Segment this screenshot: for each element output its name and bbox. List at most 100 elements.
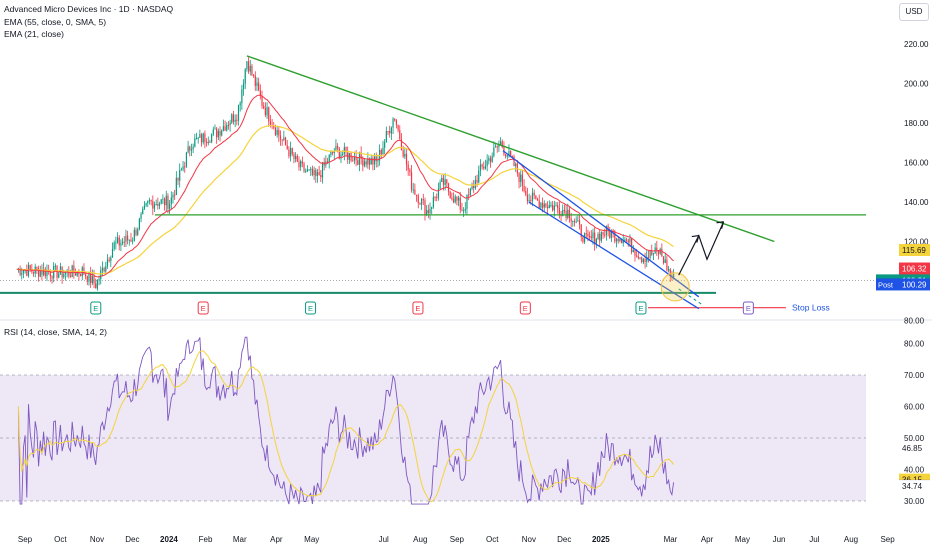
x-tick-label: Apr — [270, 535, 283, 544]
candle-body — [597, 233, 599, 240]
price-badge-tag-label: Post — [878, 280, 894, 289]
candle-body — [531, 192, 534, 201]
candle-body — [390, 127, 392, 134]
price-badge-value: 106.32 — [902, 265, 927, 274]
candle-body — [152, 201, 154, 209]
rsi-legend[interactable]: RSI (14, close, SMA, 14, 2) — [4, 327, 107, 337]
candle-body — [647, 256, 650, 258]
candle-body — [419, 203, 421, 205]
candle-body — [162, 198, 164, 200]
earnings-marker: E — [742, 301, 754, 315]
candle-body — [125, 235, 127, 242]
candle-body — [234, 119, 236, 122]
candle-body — [595, 239, 597, 244]
candle-body — [239, 103, 241, 106]
candle-body — [578, 220, 581, 225]
candle-body — [103, 268, 105, 272]
candle-body — [157, 203, 159, 206]
candle-body — [281, 139, 283, 141]
earnings-marker-box — [635, 301, 647, 315]
candle-body — [295, 155, 297, 159]
candle-body — [58, 273, 60, 278]
descending-trendline — [246, 55, 775, 243]
rsi-badge-value: 34.74 — [902, 482, 923, 491]
candle-body — [389, 131, 391, 134]
candle-body — [187, 146, 189, 153]
candle-body — [469, 188, 471, 195]
candle-body — [244, 69, 246, 84]
candle-body — [333, 151, 335, 154]
candle-body — [508, 151, 510, 156]
candle-body — [331, 151, 334, 154]
candle-body — [224, 126, 226, 131]
candle-body — [446, 179, 448, 184]
price-tick-label: 160.00 — [904, 159, 929, 168]
candle-body — [525, 190, 527, 195]
candle-body — [276, 130, 278, 135]
rsi-badge-value: 46.85 — [902, 444, 923, 453]
candle-body — [536, 198, 539, 201]
candle-body — [205, 141, 208, 144]
candle-body — [258, 82, 260, 91]
x-tick-label: Aug — [844, 535, 858, 544]
candle-body — [209, 141, 211, 143]
candle-body — [486, 160, 488, 167]
candle-body — [664, 259, 666, 264]
stop-loss-label: Stop Loss — [792, 303, 830, 313]
candle-body — [313, 169, 315, 175]
price-tick-label: 140.00 — [904, 198, 929, 207]
candle-body — [330, 151, 332, 155]
candle-body — [644, 259, 646, 262]
candles — [17, 57, 675, 291]
price-tick-label: 120.00 — [904, 238, 929, 247]
candle-body — [617, 238, 619, 242]
candle-body — [434, 197, 436, 199]
candle-body — [88, 271, 90, 282]
candle-body — [474, 180, 476, 189]
candle-body — [95, 283, 97, 289]
candle-body — [651, 250, 653, 255]
candle-body — [620, 238, 623, 244]
candle-body — [437, 188, 440, 198]
reversal-highlight-circle — [660, 272, 690, 302]
candle-body — [214, 128, 216, 130]
candle-body — [74, 272, 77, 276]
candle-body — [118, 237, 120, 246]
candle-body — [535, 195, 537, 199]
candle-body — [602, 232, 604, 235]
candle-body — [357, 160, 359, 165]
candle-body — [345, 147, 347, 153]
candle-body — [461, 209, 463, 211]
candle-body — [427, 210, 429, 214]
candle-body — [362, 158, 364, 166]
candle-body — [587, 233, 589, 237]
earnings-marker: E — [305, 301, 317, 315]
candle-body — [505, 154, 507, 157]
candle-body — [46, 270, 48, 277]
currency-button[interactable]: USD — [899, 3, 929, 21]
candle-body — [464, 208, 466, 211]
earnings-marker: E — [412, 301, 424, 315]
ema-55-legend[interactable]: EMA (55, close, 0, SMA, 5) — [4, 17, 107, 27]
candle-body — [110, 257, 112, 261]
ema-21-legend[interactable]: EMA (21, close) — [4, 29, 64, 39]
candle-body — [128, 239, 130, 241]
candle-body — [130, 239, 132, 242]
candle-body — [582, 236, 584, 243]
candle-body — [116, 237, 119, 243]
x-tick-label: Oct — [486, 535, 499, 544]
candle-body — [382, 147, 384, 155]
candle-body — [93, 275, 95, 284]
price-badge-box — [899, 244, 930, 257]
candle-body — [219, 130, 221, 136]
candle-body — [153, 204, 156, 209]
candle-body — [496, 146, 498, 148]
candle-body — [108, 259, 110, 261]
candle-body — [155, 203, 157, 205]
candle-body — [301, 161, 303, 164]
candle-body — [229, 122, 231, 126]
candle-body — [135, 229, 137, 235]
x-tick-label: Nov — [522, 535, 536, 544]
x-tick-label: Jul — [809, 535, 819, 544]
